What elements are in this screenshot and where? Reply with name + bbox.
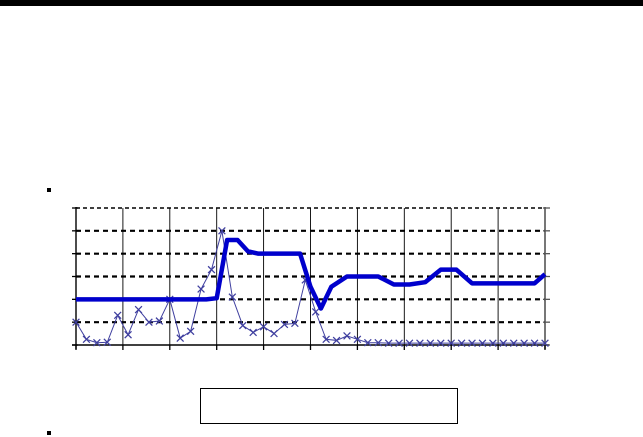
- legend-label: [201, 389, 457, 423]
- line-chart-figure: [0, 196, 643, 366]
- legend-box: [200, 388, 458, 424]
- top-divider-rule: [0, 0, 643, 6]
- chart-canvas: [72, 207, 550, 350]
- step-series-path: [76, 237, 547, 311]
- square-bullet-icon: [47, 188, 51, 192]
- marker-series-path: [72, 226, 549, 348]
- square-bullet-icon: [47, 431, 51, 435]
